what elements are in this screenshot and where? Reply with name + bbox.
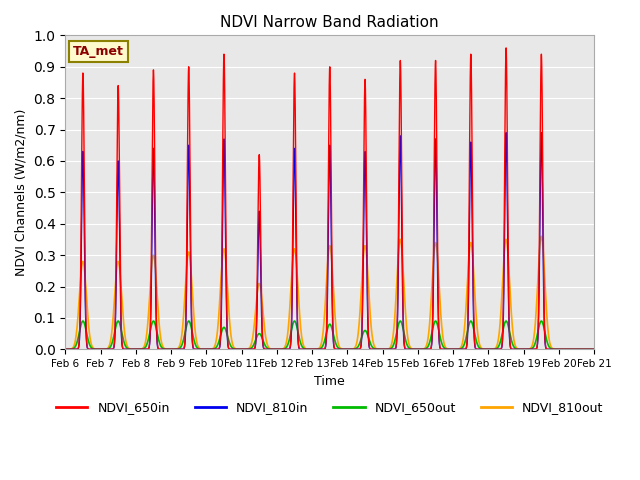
NDVI_810out [259,312,267,318]
NDVI_650out [61,347,69,352]
NDVI_650in [61,347,69,352]
NDVI_810out [478,346,486,351]
NDVI_650in [175,347,182,352]
NDVI_650out [403,341,410,347]
X-axis label: Time: Time [314,374,345,387]
NDVI_810in [589,347,596,352]
NDVI_810out [403,324,410,329]
NDVI_810out [589,347,596,352]
NDVI_810in [169,347,177,352]
NDVI_650in [259,343,267,349]
NDVI_650out [478,346,486,352]
Text: TA_met: TA_met [73,45,124,58]
NDVI_650out [175,346,182,352]
NDVI_650in [403,347,410,352]
NDVI_810in [478,347,486,352]
Line: NDVI_810in: NDVI_810in [65,132,595,349]
NDVI_810in [61,347,69,352]
NDVI_810out [175,345,182,351]
NDVI_650out [79,318,87,324]
NDVI_810out [591,347,598,352]
NDVI_650out [589,347,596,352]
NDVI_650in [502,45,510,51]
NDVI_810out [61,347,69,352]
NDVI_810in [175,347,182,352]
Line: NDVI_650in: NDVI_650in [65,48,595,349]
NDVI_650in [478,347,486,352]
NDVI_810in [259,344,267,350]
NDVI_810in [591,347,598,352]
NDVI_650in [589,347,596,352]
NDVI_810out [169,347,177,352]
NDVI_650out [169,347,177,352]
NDVI_650out [591,347,598,352]
Title: NDVI Narrow Band Radiation: NDVI Narrow Band Radiation [220,15,439,30]
NDVI_650in [591,347,598,352]
NDVI_650in [169,347,177,352]
NDVI_650out [259,338,267,344]
NDVI_810in [538,130,545,135]
NDVI_810out [538,233,545,239]
Line: NDVI_650out: NDVI_650out [65,321,595,349]
Legend: NDVI_650in, NDVI_810in, NDVI_650out, NDVI_810out: NDVI_650in, NDVI_810in, NDVI_650out, NDV… [51,396,609,420]
Y-axis label: NDVI Channels (W/m2/nm): NDVI Channels (W/m2/nm) [15,108,28,276]
NDVI_810in [403,347,410,352]
Line: NDVI_810out: NDVI_810out [65,236,595,349]
